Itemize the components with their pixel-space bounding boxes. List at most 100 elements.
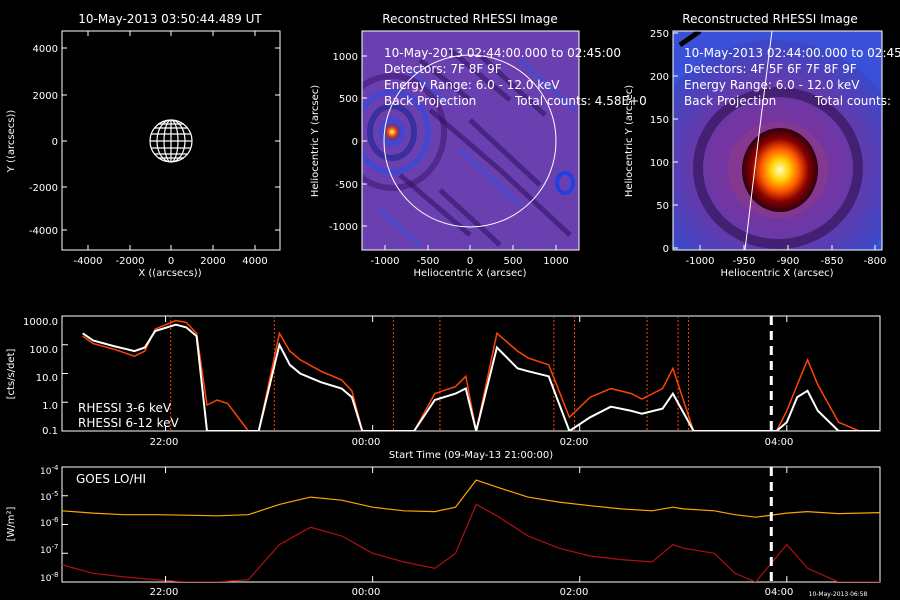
rhessi1-ytick-label: -500 [335, 180, 358, 191]
rhessi2-ytick-label: 250 [650, 29, 669, 40]
rhessi2-info-line: 10-May-2013 02:44:00.000 to 02:45:00 [684, 46, 900, 60]
rhessi1-ticks [362, 55, 557, 250]
goes-ytick-exp: -7 [51, 543, 58, 551]
rhessi1-xtick-label: 1000 [543, 256, 568, 267]
rhessi1-xtick-label: 500 [503, 256, 522, 267]
goes-series-group [62, 479, 880, 582]
goes-xtick-label: 22:00 [150, 587, 179, 598]
rhessi2-ytick-label: 200 [650, 72, 669, 83]
rhessi2-info-line: Back Projection [684, 94, 776, 108]
rhessi2-ytick-label: 0 [663, 244, 669, 255]
rhessi2-image [673, 31, 882, 250]
rhessi2-total-counts: Total counts: [814, 94, 891, 108]
globe-ytick-label: 4000 [33, 44, 58, 55]
globe-xtick-label: -2000 [115, 256, 144, 267]
rhessi1-xtick-label: -1000 [370, 256, 399, 267]
goes-ytick-exp: -4 [51, 464, 59, 472]
globe-xlabel: X ((arcsecs)) [138, 268, 201, 279]
rhessi1-info-line: Detectors: 7F 8F 9F [384, 62, 502, 76]
rhessi2-title: Reconstructed RHESSI Image [682, 12, 857, 26]
rhessi1-ytick-label: 500 [339, 94, 358, 105]
goes-title: GOES LO/HI [76, 472, 146, 486]
rhessi1-ytick-label: 1000 [333, 52, 358, 63]
lc-ytick-label: 1000.0 [23, 317, 58, 328]
svg-text:10-5: 10-5 [40, 490, 58, 503]
svg-text:10-4: 10-4 [40, 464, 59, 477]
goes-frame [61, 466, 881, 583]
goes-ytick-base: 10 [40, 493, 52, 503]
rhessi1-xtick-label: -500 [417, 256, 440, 267]
globe-xtick-label: 2000 [200, 256, 225, 267]
rhessi1-image [362, 31, 579, 250]
rhessi1-total-counts: Total counts: 4.58E+0 [514, 94, 647, 108]
rhessi2-xlabel: Heliocentric X (arcsec) [720, 268, 833, 279]
lc-xtick-label: 00:00 [352, 437, 381, 448]
lc-event-markers [170, 316, 773, 431]
plot-timestamp: 10-May-2013 06:58 [809, 591, 868, 598]
rhessi1-ylabel: Heliocentric Y (arcsec) [310, 85, 321, 197]
rhessi2-xtick-label: -1000 [685, 256, 714, 267]
globe-ylabel: Y ((arcsecs)) [6, 110, 17, 174]
goes-xtick-label: 04:00 [765, 587, 794, 598]
globe-ytick-label: -4000 [29, 226, 58, 237]
globe-ytick-label: -2000 [29, 183, 58, 194]
solar-limb [744, 31, 773, 250]
goes-ytick-base: 10 [40, 519, 52, 529]
rhessi2-xtick-label: -900 [777, 256, 800, 267]
rhessi2-info-line: Detectors: 4F 5F 6F 7F 8F 9F [684, 62, 857, 76]
goes-ytick-base: 10 [40, 546, 52, 556]
goes-ytick-exp: -8 [51, 571, 58, 579]
lc-xtick-label: 04:00 [765, 437, 794, 448]
series-line-rhessi-3-6-kev [82, 323, 880, 431]
series-line-rhessi-6-12-kev [82, 319, 880, 431]
rhessi2-ylabel: Heliocentric Y (arcsec) [624, 85, 635, 197]
globe-title: 10-May-2013 03:50:44.489 UT [78, 12, 262, 26]
lc-ylabel: [cts/s/det] [6, 349, 17, 400]
rhessi1-xlabel: Heliocentric X (arcsec) [413, 268, 526, 279]
sun-grid-icon [149, 119, 193, 163]
goes-ytick-labels: 10-4 10-5 10-6 10-7 10-8 [40, 464, 59, 584]
solar-limb [383, 54, 557, 228]
lc-ytick-label: 100.0 [29, 345, 58, 356]
svg-text:10-8: 10-8 [40, 571, 58, 584]
lc-xtick-label: 22:00 [150, 437, 179, 448]
rhessi2-xtick-label: -950 [733, 256, 756, 267]
lc-legend-3-6: RHESSI 3-6 keV [78, 401, 172, 415]
rhessi2-ticks [673, 32, 876, 250]
goes-lightcurve-panel: GOES LO/HI 10-4 10-5 10-6 10-7 10-8 22:0… [6, 464, 881, 598]
lc-series-group [82, 319, 880, 431]
svg-text:10-6: 10-6 [40, 516, 59, 529]
rhessi2-ytick-label: 100 [650, 158, 669, 169]
rhessi-image-2-panel: Reconstructed RHESSI Image 10-May-2013 0… [624, 12, 900, 279]
rhessi-image-1-panel: Reconstructed RHESSI Image [310, 12, 647, 279]
rhessi1-info-line: Energy Range: 6.0 - 12.0 keV [384, 78, 560, 92]
rhessi2-frame [672, 30, 883, 251]
rhessi1-info-line: Back Projection [384, 94, 476, 108]
goes-xtick-label: 00:00 [352, 587, 381, 598]
svg-text:10-7: 10-7 [40, 543, 58, 556]
rhessi1-ytick-label: 0 [352, 137, 358, 148]
globe-xtick-label: 4000 [242, 256, 267, 267]
series-line-hi [62, 503, 880, 582]
globe-xtick-label: -4000 [73, 256, 102, 267]
rhessi1-xtick-label: 0 [467, 256, 473, 267]
flare-source-marker [742, 128, 818, 212]
goes-xtick-label: 02:00 [560, 587, 589, 598]
lc-xtick-label: 02:00 [560, 437, 589, 448]
rhessi1-ytick-label: -1000 [329, 222, 358, 233]
goes-axis-ticks [62, 466, 788, 583]
rhessi1-title: Reconstructed RHESSI Image [382, 12, 557, 26]
rhessi2-info-line: Energy Range: 6.0 - 12.0 keV [684, 78, 860, 92]
goes-ylabel: [W/m²] [6, 506, 17, 541]
lc-ytick-label: 10.0 [36, 373, 58, 384]
rhessi1-info-line: 10-May-2013 02:44:00.000 to 02:45:00 [384, 46, 621, 60]
flare-source-marker [383, 123, 401, 141]
lc-axis-ticks [62, 315, 788, 432]
goes-ytick-exp: -5 [51, 490, 58, 498]
goes-ytick-exp: -6 [51, 516, 59, 524]
lc-legend-6-12: RHESSI 6-12 keV [78, 416, 179, 430]
goes-ytick-base: 10 [40, 574, 52, 584]
globe-xticks [62, 31, 280, 250]
globe-xtick-label: 0 [168, 256, 174, 267]
